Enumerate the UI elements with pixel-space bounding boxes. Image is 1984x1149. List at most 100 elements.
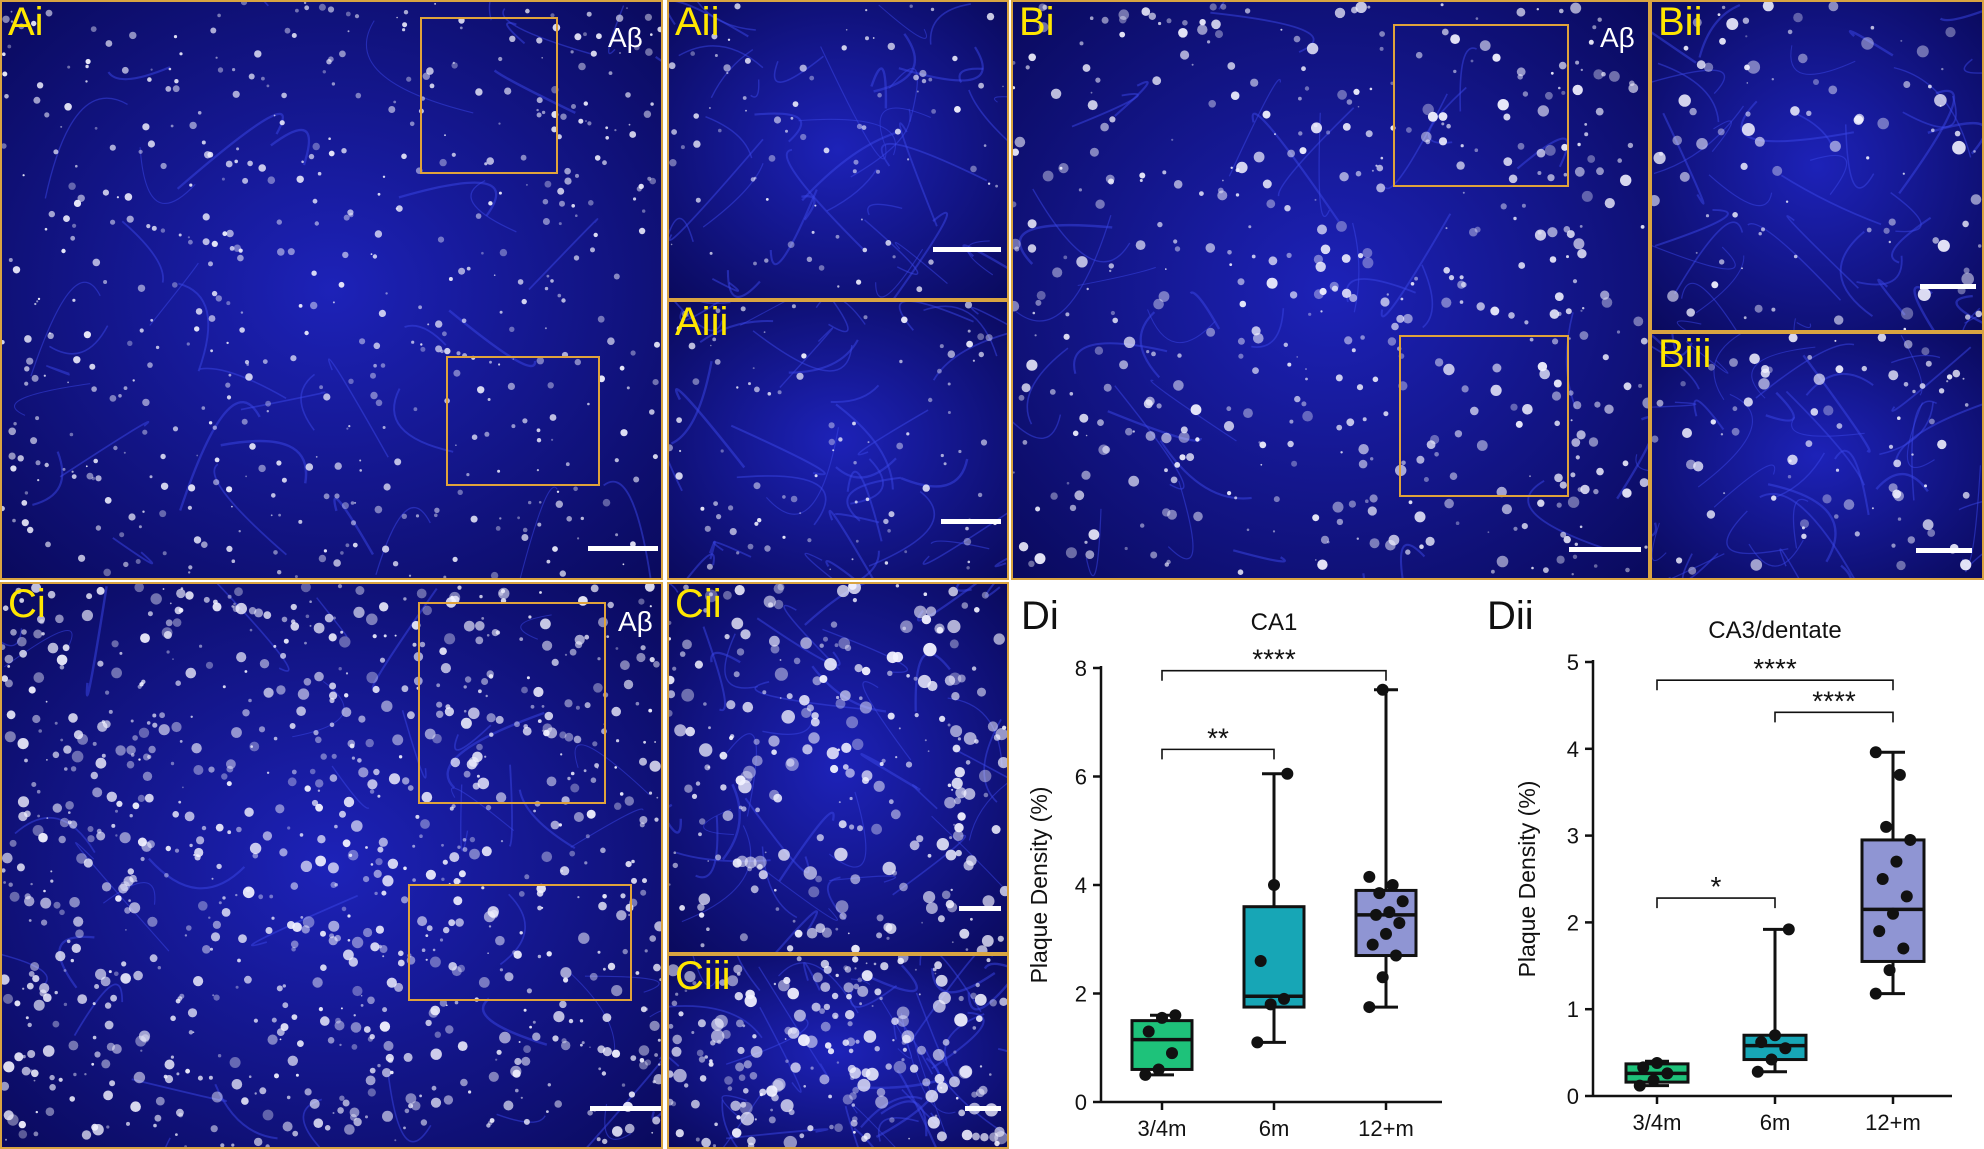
data-point <box>1904 833 1917 846</box>
scale-bar-Ciii <box>965 1106 1001 1111</box>
significance-bracket <box>1656 897 1776 909</box>
data-point <box>1376 683 1389 696</box>
y-tick-label: 6 <box>1075 765 1087 790</box>
panel-Aii: Aii <box>667 0 1009 300</box>
scale-bar-Aii <box>933 247 1001 252</box>
panel-label-Bi: Bi <box>1019 0 1055 44</box>
data-point <box>1883 964 1896 977</box>
data-point <box>1166 1047 1178 1060</box>
micrograph-Bi <box>1013 2 1648 578</box>
data-point <box>1633 1079 1646 1092</box>
data-point <box>1900 890 1913 903</box>
data-point <box>1393 916 1406 929</box>
micrograph-Ci <box>2 584 661 1147</box>
x-tick-label: 12+m <box>1358 1116 1414 1141</box>
data-point <box>1755 1036 1768 1049</box>
x-tick-label: 12+m <box>1865 1110 1921 1135</box>
significance-label: **** <box>1252 644 1296 675</box>
boxplot-Dii: CA3/dentate Plaque Density (%) 0 1 2 3 4 5 3/4m 6… <box>1514 617 1952 1135</box>
micrograph-Ciii <box>669 956 1007 1147</box>
data-point <box>1897 942 1910 955</box>
data-point <box>1363 1001 1376 1014</box>
inset-box-upper <box>420 17 558 174</box>
scale-bar-Ai <box>588 546 658 551</box>
significance-bracket <box>1161 669 1387 681</box>
significance-label: ** <box>1207 722 1229 753</box>
panel-Cii: Cii <box>667 582 1009 954</box>
y-tick-label: 4 <box>1075 873 1087 898</box>
data-point <box>1880 820 1893 833</box>
scale-bar-Biii <box>1916 548 1972 553</box>
data-point <box>1887 907 1899 920</box>
x-tick-label: 6m <box>1259 1116 1290 1141</box>
data-point <box>1779 1042 1792 1055</box>
panel-label-Biii: Biii <box>1658 332 1712 376</box>
panel-Biii: Biii <box>1650 332 1984 580</box>
inset-box-upper <box>1393 24 1569 187</box>
inset-box-upper <box>418 602 606 804</box>
micrograph-Bii <box>1652 2 1982 330</box>
data-point <box>1363 870 1376 883</box>
y-axis-label: Plaque Density (%) <box>1514 781 1540 978</box>
y-tick-label: 5 <box>1567 650 1579 675</box>
chart-label-Dii: Dii <box>1487 594 1534 638</box>
significance-bracket <box>1161 748 1275 760</box>
marker-label-Bi: Aβ <box>1600 22 1635 53</box>
x-tick-label: 3/4m <box>1633 1110 1682 1135</box>
inset-box-lower <box>1399 335 1569 497</box>
data-point <box>1251 1036 1264 1049</box>
data-point <box>1366 938 1379 951</box>
y-tick-label: 4 <box>1567 737 1579 762</box>
data-point <box>1751 1065 1764 1078</box>
panel-label-Cii: Cii <box>675 582 722 626</box>
panel-label-Aii: Aii <box>675 0 720 44</box>
data-point <box>1647 1074 1660 1087</box>
data-point <box>1390 949 1402 962</box>
panel-Ai: Ai Aβ <box>0 0 663 580</box>
chart-title: CA3/dentate <box>1708 617 1841 644</box>
chart-Dii: Dii CA3/dentate Plaque Density (%) 0 1 2 3 4 5 3… <box>1471 582 1984 1149</box>
data-point <box>1876 873 1889 885</box>
y-tick-label: 2 <box>1075 982 1087 1007</box>
data-point <box>1142 1025 1155 1038</box>
panel-Aiii: Aiii <box>667 300 1009 580</box>
scale-bar-Bi <box>1569 547 1641 552</box>
panel-label-Bii: Bii <box>1658 0 1703 44</box>
data-point <box>1386 879 1399 891</box>
data-point <box>1869 746 1882 759</box>
data-point <box>1152 1063 1165 1076</box>
panel-Bii: Bii <box>1650 0 1984 332</box>
data-point <box>1765 1053 1778 1066</box>
panel-label-Ai: Ai <box>8 0 44 44</box>
significance-bracket <box>1656 679 1894 691</box>
data-point <box>1890 855 1903 868</box>
box-3/4m <box>1130 1019 1194 1071</box>
marker-label-Ci: Aβ <box>618 606 653 637</box>
data-point <box>1373 887 1386 900</box>
scale-bar-Cii <box>959 906 1001 911</box>
micrograph-Cii <box>669 584 1007 952</box>
data-point <box>1376 971 1389 984</box>
panel-label-Aiii: Aiii <box>675 300 729 344</box>
x-tick-label: 3/4m <box>1138 1116 1187 1141</box>
inset-box-lower <box>408 884 632 1001</box>
chart-Di: Di CA1 Plaque Density (%) 0 2 4 6 8 3/4m 6m 12+m *… <box>1011 582 1471 1149</box>
significance-label: **** <box>1753 653 1797 684</box>
y-tick-label: 0 <box>1567 1084 1579 1109</box>
data-point <box>1782 923 1795 936</box>
data-point <box>1893 768 1906 781</box>
micrograph-Ai <box>2 2 661 578</box>
micrograph-Aii <box>669 2 1007 298</box>
data-point <box>1264 998 1277 1011</box>
data-point <box>1769 1029 1781 1042</box>
data-point <box>1637 1061 1650 1074</box>
scale-bar-Bii <box>1920 284 1976 289</box>
data-point <box>1278 992 1290 1005</box>
y-tick-label: 0 <box>1075 1090 1087 1115</box>
data-point <box>1869 987 1882 1000</box>
y-tick-label: 1 <box>1567 997 1579 1022</box>
panel-label-Ci: Ci <box>8 582 46 626</box>
data-point <box>1383 906 1396 919</box>
data-point <box>1873 925 1886 938</box>
